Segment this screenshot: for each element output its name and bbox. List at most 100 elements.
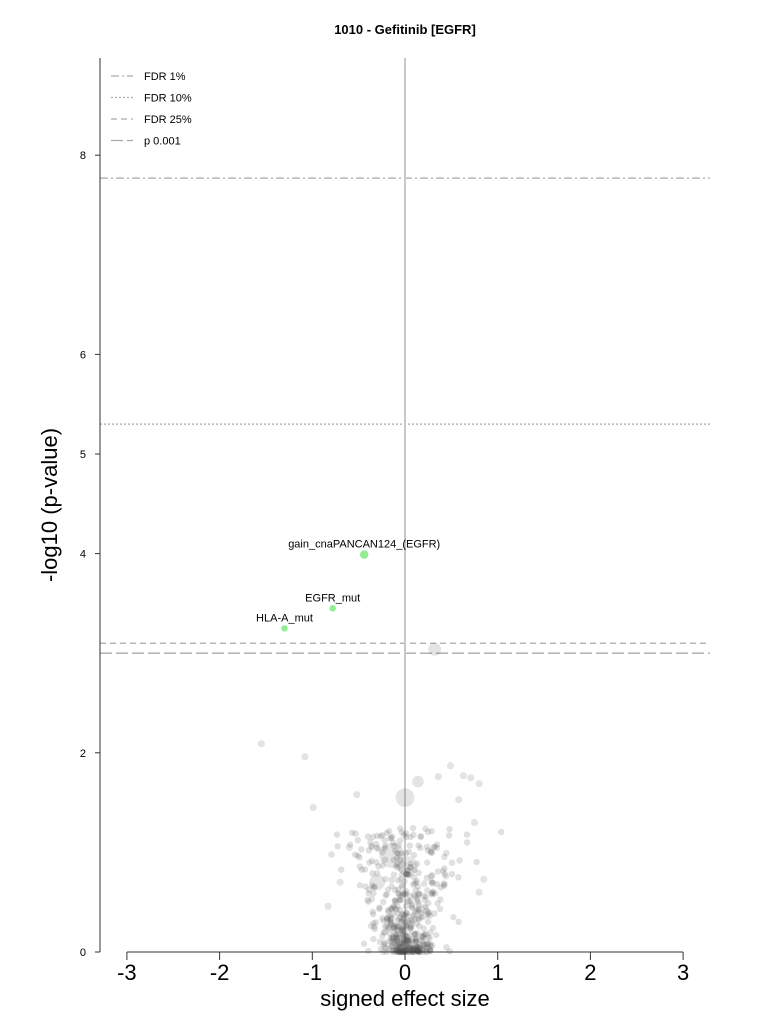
data-point (396, 825, 404, 832)
data-point (455, 918, 462, 926)
data-point (411, 893, 419, 900)
data-point (415, 869, 422, 877)
data-point (409, 824, 417, 832)
data-point (415, 947, 423, 955)
data-point (367, 838, 374, 846)
data-point (412, 938, 420, 945)
data-point (368, 895, 376, 903)
data-point (396, 893, 404, 900)
data-point (407, 863, 415, 871)
data-point (404, 870, 412, 878)
data-point (413, 938, 420, 945)
data-point (393, 906, 400, 913)
data-point (379, 932, 386, 940)
data-point (369, 911, 377, 918)
data-point (424, 910, 432, 918)
data-point (439, 867, 447, 875)
background-points (257, 642, 505, 956)
data-point (390, 924, 397, 932)
data-point (425, 909, 433, 916)
data-point (410, 851, 418, 859)
data-point (389, 938, 396, 945)
data-point (380, 898, 387, 906)
data-point (396, 940, 403, 947)
data-point (390, 939, 398, 947)
data-point (394, 886, 402, 893)
data-point (408, 946, 416, 953)
data-point (356, 854, 363, 861)
data-point (381, 837, 388, 844)
data-point (437, 896, 444, 903)
data-point (407, 923, 414, 931)
data-point (387, 912, 394, 920)
data-point (387, 905, 395, 912)
data-point (407, 925, 414, 933)
data-point (381, 856, 389, 863)
data-point (395, 934, 403, 941)
data-point (399, 940, 406, 948)
data-point (386, 938, 393, 945)
data-point (428, 642, 442, 656)
point-annotation: EGFR_mut (305, 592, 360, 604)
data-point (397, 856, 418, 877)
data-point (400, 860, 407, 868)
data-point (427, 929, 434, 936)
data-point (338, 866, 345, 873)
data-point (402, 830, 410, 837)
data-point (391, 905, 399, 912)
data-point (364, 833, 372, 840)
data-point (448, 859, 456, 866)
data-point (403, 936, 411, 944)
data-point (446, 948, 453, 955)
data-point (407, 916, 415, 924)
point-annotation: gain_cnaPANCAN124_(EGFR) (288, 539, 440, 551)
data-point (455, 874, 462, 881)
data-point (417, 844, 424, 852)
y-axis-label: -log10 (p-value) (37, 428, 62, 582)
data-point (422, 931, 430, 938)
data-point (402, 948, 410, 955)
data-point (393, 944, 400, 952)
data-point (324, 902, 332, 910)
data-point (408, 901, 416, 909)
data-point (404, 919, 411, 926)
data-point (388, 834, 395, 842)
data-point (455, 796, 463, 804)
data-point (394, 931, 402, 938)
data-point (398, 944, 405, 951)
data-point (395, 842, 402, 849)
data-point (427, 940, 434, 948)
data-point (400, 927, 408, 935)
data-point (388, 883, 395, 890)
data-point (389, 934, 396, 942)
x-tick-label: -2 (210, 960, 230, 985)
data-point (369, 882, 376, 889)
data-point (398, 939, 406, 946)
data-point (394, 927, 402, 934)
x-tick-label: -1 (303, 960, 323, 985)
data-point (418, 932, 425, 940)
data-point (415, 944, 422, 952)
data-point (417, 833, 424, 841)
data-point (398, 881, 406, 889)
data-point (336, 878, 344, 886)
y-tick-label: 2 (80, 748, 86, 760)
data-point (345, 843, 353, 852)
data-point (388, 921, 395, 928)
data-point (406, 940, 413, 948)
data-point (410, 945, 418, 952)
data-point (418, 945, 426, 953)
x-tick-label: 3 (677, 960, 689, 985)
data-point (426, 946, 434, 953)
data-point (385, 908, 392, 915)
data-point (410, 911, 417, 918)
data-point (390, 842, 398, 850)
data-point (379, 842, 405, 868)
data-point (369, 870, 376, 877)
data-point (415, 914, 422, 922)
data-point (356, 882, 364, 889)
data-point (416, 922, 423, 930)
data-point (396, 943, 404, 950)
data-point (365, 890, 372, 897)
data-point (397, 948, 404, 955)
